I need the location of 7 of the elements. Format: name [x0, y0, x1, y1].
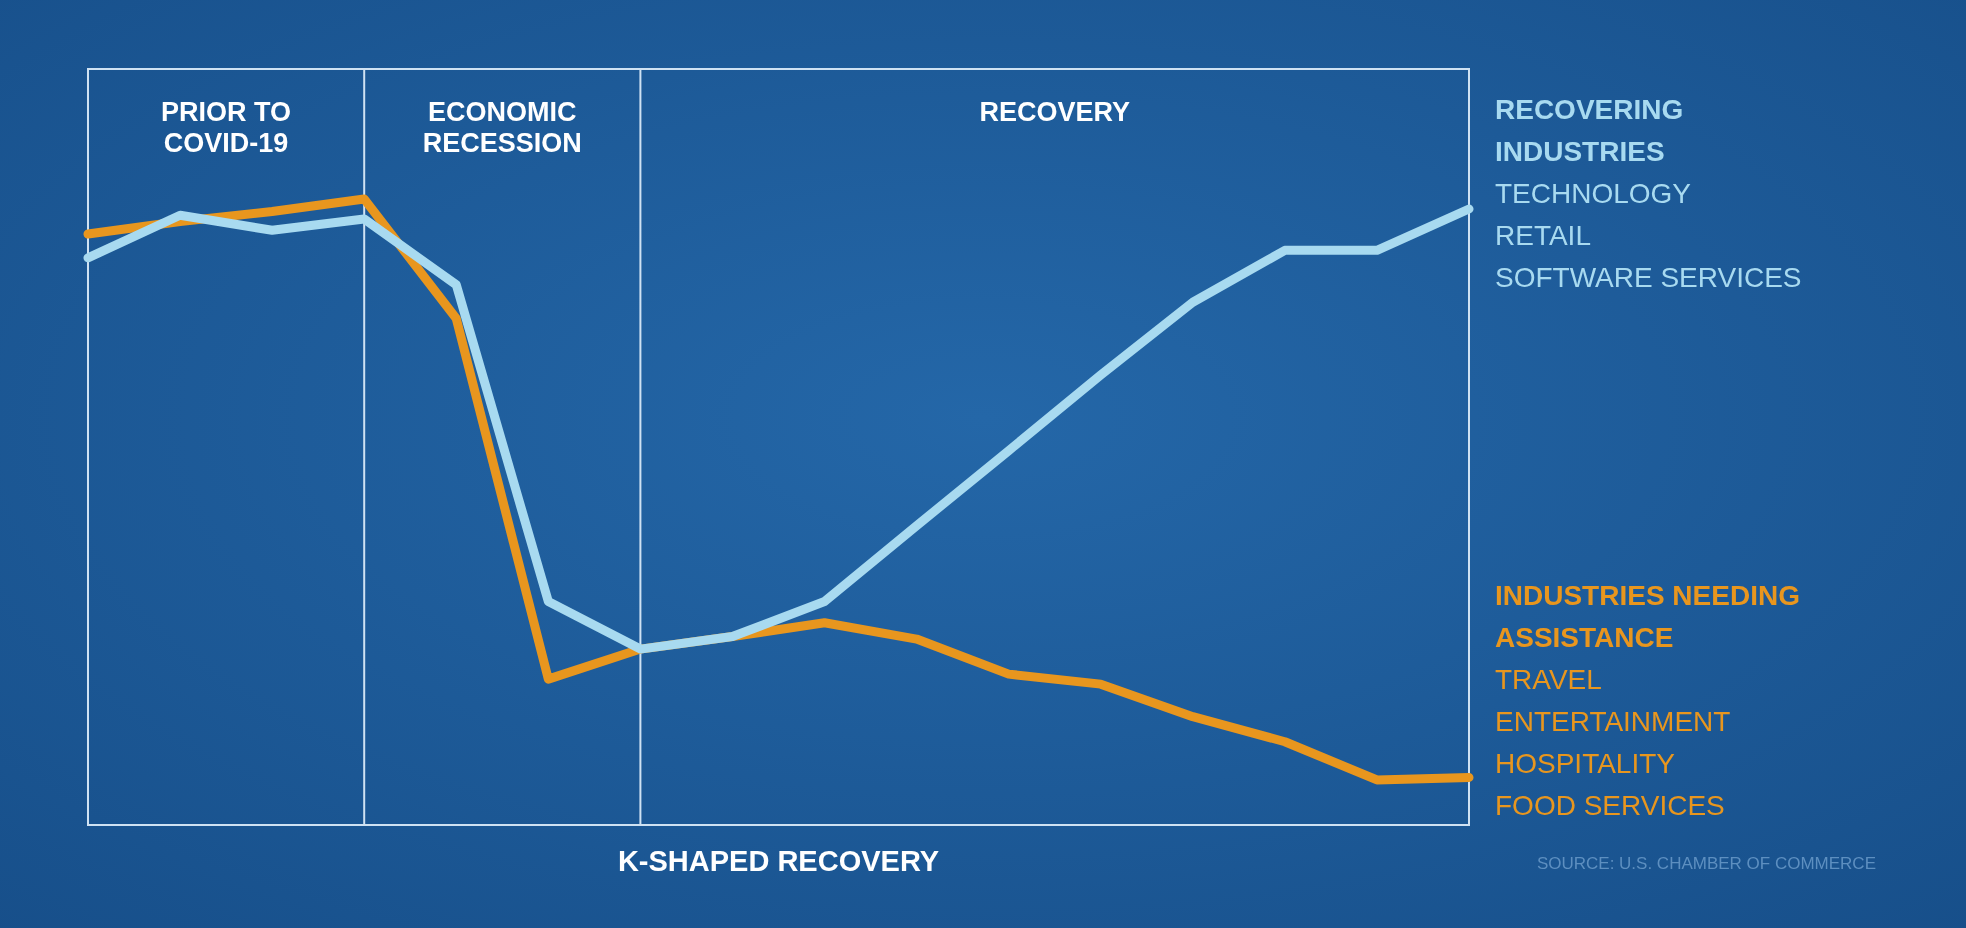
text: PRIOR TO COVID-19 [161, 97, 292, 159]
series-label: INDUSTRIES NEEDING ASSISTANCE TRAVEL ENTERTAINMENT HOSPITALITY FOOD SERVICES [1495, 580, 1800, 821]
text: ECONOMIC RECESSION [422, 97, 582, 159]
x-axis-title: K-SHAPED RECOVERY [617, 845, 940, 877]
text: RECOVERY [979, 97, 1130, 127]
source-note: SOURCE: U.S. CHAMBER OF COMMERCE [1536, 854, 1876, 873]
series-label: RECOVERING INDUSTRIES TECHNOLOGY RETAIL SOFTWARE SERVICES [1495, 94, 1802, 293]
